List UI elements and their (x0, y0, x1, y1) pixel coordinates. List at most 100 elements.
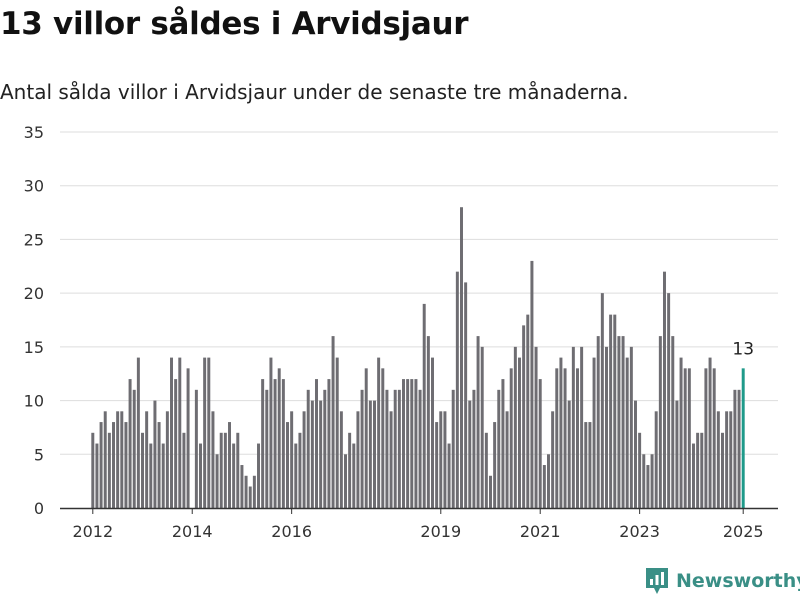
bar (277, 368, 281, 508)
x-axis: 2012 2014 2016 2019 2021 2023 2025 (60, 507, 778, 541)
bar (484, 432, 488, 508)
bar (116, 411, 120, 508)
bar (509, 368, 513, 508)
bar (650, 454, 654, 508)
bar (696, 432, 700, 508)
x-tick-label: 2019 (420, 522, 461, 541)
y-tick-label: 35 (24, 123, 44, 142)
bar (418, 389, 422, 508)
bar (551, 411, 555, 508)
y-tick-label: 5 (34, 445, 44, 464)
x-tick-label: 2021 (520, 522, 561, 541)
bar (373, 400, 376, 508)
bar (298, 432, 302, 508)
bar (269, 357, 273, 508)
bar (302, 411, 306, 508)
bar (609, 314, 613, 508)
bar (232, 443, 236, 508)
bar (410, 379, 414, 508)
bar (526, 314, 530, 508)
bar (360, 389, 364, 508)
bar (257, 443, 260, 508)
bar (385, 389, 389, 508)
bar (725, 411, 729, 508)
y-tick-label: 0 (34, 499, 44, 518)
bar (128, 379, 132, 508)
bar (165, 411, 169, 508)
bar (244, 475, 248, 508)
bar (737, 389, 741, 508)
bar (729, 411, 733, 508)
bar (721, 432, 724, 508)
bar (716, 411, 720, 508)
bar (149, 443, 153, 508)
bar (339, 411, 343, 508)
bar (112, 422, 115, 508)
x-tick-label: 2025 (723, 522, 764, 541)
bar (203, 357, 207, 508)
bar (207, 357, 211, 508)
bar (638, 432, 642, 508)
bar (663, 271, 666, 508)
bar (708, 357, 712, 508)
page-title: 13 villor såldes i Arvidsjaur (0, 6, 469, 42)
brand-logo[interactable]: Newsworthy (644, 566, 800, 596)
annotations: 13 (732, 339, 754, 359)
bar (530, 260, 534, 508)
bar (642, 454, 646, 508)
bar (522, 325, 526, 508)
bar (252, 475, 256, 508)
bar (596, 336, 600, 508)
bar (310, 400, 314, 508)
bar (687, 368, 691, 508)
bar (447, 443, 451, 508)
bar (348, 432, 352, 508)
bar (319, 400, 323, 508)
bar (186, 368, 190, 508)
bar (153, 400, 157, 508)
y-tick-label: 30 (24, 177, 44, 196)
bar (468, 400, 472, 508)
y-tick-label: 25 (24, 230, 44, 249)
bar (273, 379, 277, 508)
newsworthy-logo-icon (646, 568, 668, 594)
bar (439, 411, 443, 508)
bar (306, 389, 310, 508)
bar (559, 357, 563, 508)
bar (658, 336, 662, 508)
bar (567, 400, 571, 508)
y-axis-labels: 0 5 10 15 20 25 30 35 (24, 123, 44, 518)
bar (170, 357, 173, 508)
bar (107, 432, 111, 508)
bar (95, 443, 99, 508)
bar (497, 389, 501, 508)
x-tick-label: 2012 (72, 522, 113, 541)
bar (368, 400, 372, 508)
bar (683, 368, 687, 508)
y-tick-label: 10 (24, 392, 44, 411)
bar (120, 411, 124, 508)
bar (356, 411, 360, 508)
bar (364, 368, 368, 508)
bar (290, 411, 294, 508)
bar (460, 207, 463, 508)
bar (700, 432, 704, 508)
bar (294, 443, 298, 508)
bar (675, 400, 679, 508)
bar (228, 422, 231, 508)
bar-highlight (741, 368, 745, 508)
bar (344, 454, 347, 508)
bar (489, 475, 492, 508)
bars (91, 207, 745, 508)
bar (476, 336, 480, 508)
bar (223, 432, 227, 508)
bar (132, 389, 136, 508)
bar (335, 357, 339, 508)
bar (215, 454, 219, 508)
bar (352, 443, 356, 508)
bar (323, 389, 327, 508)
y-tick-label: 20 (24, 284, 44, 303)
bar (141, 432, 144, 508)
bar (281, 379, 285, 508)
bar (402, 379, 405, 508)
